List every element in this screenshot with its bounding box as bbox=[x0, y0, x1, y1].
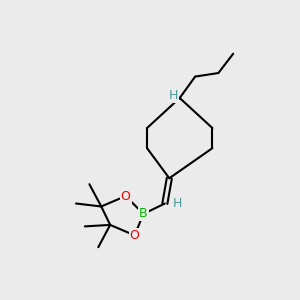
Text: O: O bbox=[121, 190, 130, 202]
Text: H: H bbox=[169, 89, 178, 102]
Text: H: H bbox=[173, 197, 182, 210]
Text: O: O bbox=[130, 229, 140, 242]
Text: B: B bbox=[139, 207, 148, 220]
